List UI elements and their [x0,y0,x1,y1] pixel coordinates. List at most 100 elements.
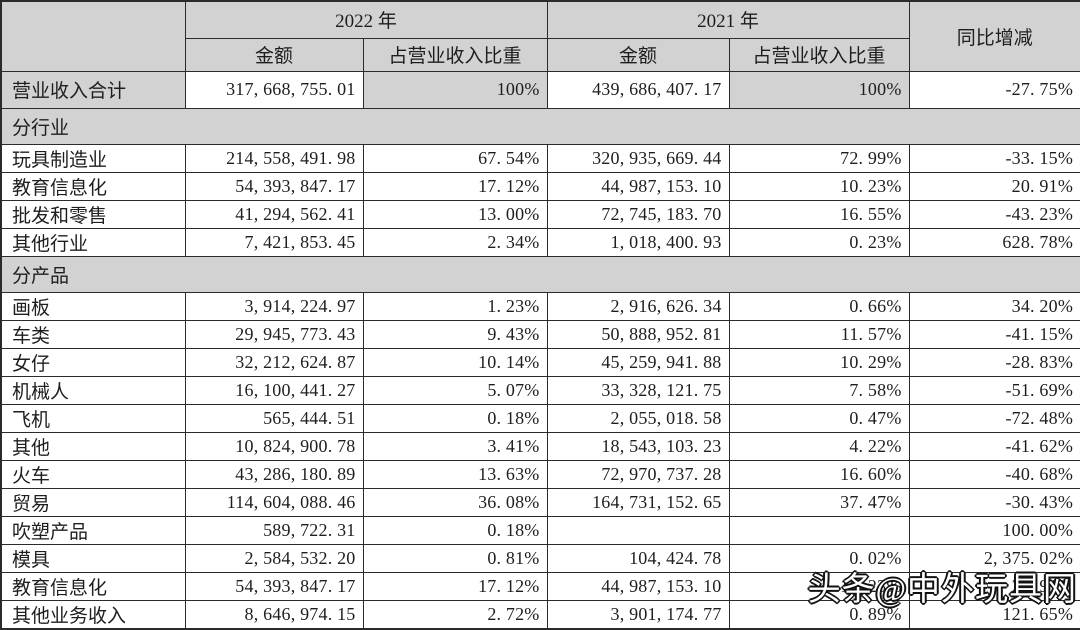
cell-ratio-2021: 10. 23% [728,171,910,201]
header-row-metrics: 金额 占营业收入比重 金额 占营业收入比重 [1,37,1080,72]
cell-amount-2021: 44, 987, 153. 10 [546,171,730,201]
cell-ratio-2022: 13. 00% [362,199,548,229]
cell-yoy: -30. 43% [908,487,1080,517]
cell-amount-2021: 50, 888, 952. 81 [546,319,730,349]
row-label: 车类 [0,319,186,349]
table-header: 2022 年 2021 年 同比增减 金额 占营业收入比重 金额 占营业收入比重 [0,0,1080,72]
table-row: 教育信息化 54, 393, 847. 17 17. 12% 44, 987, 153… [0,171,1080,201]
cell-amount-2021: 44, 987, 153. 10 [546,571,730,601]
col-header-amount-2021: 金额 [546,37,730,72]
cell-ratio-2021: 0. 66% [728,291,910,321]
table-row: 模具 2, 584, 532. 20 0. 81% 104, 424. 78 0. 02… [0,543,1080,573]
cell-amount-2021: 33, 328, 121. 75 [546,375,730,405]
col-header-amount-2022: 金额 [184,37,364,72]
table-row: 机械人 16, 100, 441. 27 5. 07% 33, 328, 121. 7… [0,375,1080,405]
cell-ratio-2021: 0. 23% [728,227,910,257]
cell-ratio-2022: 100% [362,70,548,109]
table-row: 飞机 565, 444. 51 0. 18% 2, 055, 018. 58 0. 47… [0,403,1080,433]
cell-amount-2022: 7, 421, 853. 45 [184,227,364,257]
cell-amount-2022: 54, 393, 847. 17 [184,571,364,601]
table-row: 玩具制造业 214, 558, 491. 98 67. 54% 320, 935, 6… [0,143,1080,173]
cell-ratio-2022: 13. 63% [362,459,548,489]
cell-yoy: -41. 62% [908,431,1080,461]
cell-yoy: -33. 15% [908,143,1080,173]
table-row: 批发和零售 41, 294, 562. 41 13. 00% 72, 745, 183… [0,199,1080,229]
cell-ratio-2021: 0. 02% [728,543,910,573]
cell-amount-2022: 3, 914, 224. 97 [184,291,364,321]
col-header-ratio-2022: 占营业收入比重 [362,37,548,72]
cell-yoy: -28. 83% [908,347,1080,377]
table-row: 画板 3, 914, 224. 97 1. 23% 2, 916, 626. 34 0.… [0,291,1080,321]
cell-yoy: 34. 20% [908,291,1080,321]
watermark: 头条@中外玩具网 [807,572,1077,608]
cell-ratio-2021: 10. 29% [728,347,910,377]
cell-ratio-2022: 0. 18% [362,515,548,545]
cell-amount-2021: 3, 901, 174. 77 [546,599,730,629]
cell-ratio-2022: 0. 81% [362,543,548,573]
cell-yoy: -51. 69% [908,375,1080,405]
cell-ratio-2022: 36. 08% [362,487,548,517]
cell-ratio-2022: 5. 07% [362,375,548,405]
cell-yoy: 2, 375. 02% [908,543,1080,573]
cell-ratio-2022: 3. 41% [362,431,548,461]
cell-yoy: -43. 23% [908,199,1080,229]
cell-ratio-2022: 17. 12% [362,171,548,201]
cell-amount-2021: 320, 935, 669. 44 [546,143,730,173]
header-row-years: 2022 年 2021 年 同比增减 [0,0,1080,72]
table-row: 其他行业 7, 421, 853. 45 2. 34% 1, 018, 400. 93… [0,227,1080,257]
cell-amount-2022: 32, 212, 624. 87 [184,347,364,377]
cell-amount-2021: 2, 916, 626. 34 [546,291,730,321]
cell-ratio-2022: 2. 34% [362,227,548,257]
col-header-ratio-2021: 占营业收入比重 [728,37,910,72]
cell-amount-2022: 16, 100, 441. 27 [184,375,364,405]
col-header-year-2022: 2022 年 [184,0,548,39]
cell-ratio-2021: 11. 57% [728,319,910,349]
cell-yoy: 20. 91% [908,571,1080,601]
cell-yoy: -41. 15% [908,319,1080,349]
row-label: 其他 [0,431,186,461]
row-label: 吹塑产品 [0,515,186,545]
cell-ratio-2021: 10. 23% [728,571,910,601]
cell-ratio-2021: 16. 55% [728,199,910,229]
cell-amount-2021: 1, 018, 400. 93 [546,227,730,257]
cell-amount-2022: 565, 444. 51 [184,403,364,433]
table-row: 火车 43, 286, 180. 89 13. 63% 72, 970, 737. 2… [0,459,1080,489]
corner-cell [0,0,186,72]
row-label: 其他业务收入 [0,599,186,629]
section-label: 分行业 [0,107,1080,145]
table-row: 教育信息化 54, 393, 847. 17 17. 12% 44, 987, 153… [0,571,1080,601]
cell-ratio-2021: 37. 47% [728,487,910,517]
cell-yoy: -27. 75% [908,70,1080,109]
cell-amount-2022: 54, 393, 847. 17 [184,171,364,201]
cell-amount-2021: 45, 259, 941. 88 [546,347,730,377]
cell-ratio-2021: 72. 99% [728,143,910,173]
row-label: 飞机 [0,403,186,433]
section-row: 分产品 [0,255,1080,293]
col-header-yoy: 同比增减 [908,0,1080,72]
cell-amount-2022: 317, 668, 755. 01 [184,70,364,109]
row-label: 模具 [0,543,186,573]
cell-yoy: -72. 48% [908,403,1080,433]
cell-yoy: 628. 78% [908,227,1080,257]
row-label: 其他行业 [0,227,186,257]
cell-amount-2021: 164, 731, 152. 65 [546,487,730,517]
table-row: 贸易 114, 604, 088. 46 36. 08% 164, 731, 152.… [0,487,1080,517]
cell-ratio-2022: 17. 12% [362,571,548,601]
cell-amount-2021: 2, 055, 018. 58 [546,403,730,433]
cell-amount-2021: 72, 970, 737. 28 [546,459,730,489]
row-label: 玩具制造业 [0,143,186,173]
cell-amount-2022: 114, 604, 088. 46 [184,487,364,517]
table-row: 女仔 32, 212, 624. 87 10. 14% 45, 259, 941. 8… [0,347,1080,377]
cell-ratio-2022: 9. 43% [362,319,548,349]
cell-amount-2022: 589, 722. 31 [184,515,364,545]
col-header-year-2021: 2021 年 [546,0,910,39]
cell-ratio-2022: 0. 18% [362,403,548,433]
row-label: 贸易 [0,487,186,517]
table-row: 其他 10, 824, 900. 78 3. 41% 18, 543, 103. 23… [0,431,1080,461]
cell-amount-2022: 8, 646, 974. 15 [184,599,364,629]
table-row: 车类 29, 945, 773. 43 9. 43% 50, 888, 952. 81… [0,319,1080,349]
row-label: 机械人 [0,375,186,405]
cell-amount-2022: 43, 286, 180. 89 [184,459,364,489]
cell-amount-2022: 2, 584, 532. 20 [184,543,364,573]
